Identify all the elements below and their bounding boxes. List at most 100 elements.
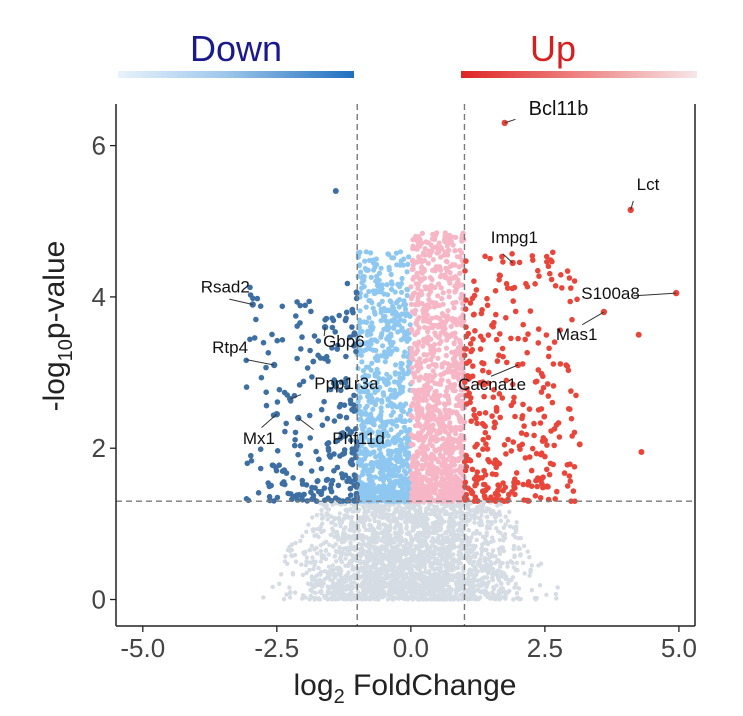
data-point (505, 436, 511, 443)
data-point (499, 571, 504, 576)
data-point (413, 536, 419, 541)
data-point (399, 361, 405, 367)
data-point (377, 289, 383, 295)
data-point (425, 388, 431, 394)
data-point (564, 268, 571, 274)
data-point (428, 356, 434, 363)
data-point (344, 384, 350, 390)
data-point (410, 523, 416, 528)
data-point (387, 387, 393, 393)
data-point (392, 289, 398, 295)
data-point (372, 547, 377, 552)
data-point (307, 435, 314, 441)
data-point (337, 545, 342, 551)
data-point (339, 559, 345, 565)
data-point (370, 590, 375, 595)
data-point (330, 520, 335, 525)
data-point (432, 380, 438, 386)
data-point (435, 334, 441, 340)
data-point (326, 507, 332, 512)
data-point (300, 596, 305, 601)
data-point (445, 587, 450, 593)
data-point (313, 590, 318, 596)
data-point (297, 460, 304, 467)
data-point (341, 539, 347, 544)
data-point (408, 470, 415, 477)
data-point (501, 595, 506, 600)
data-point (329, 324, 336, 331)
data-point (445, 378, 451, 384)
data-point (364, 403, 370, 409)
data-point (433, 302, 439, 308)
data-point (528, 569, 533, 574)
data-point (389, 485, 395, 491)
data-point (466, 577, 471, 583)
data-point (277, 581, 282, 586)
data-point (270, 584, 275, 590)
data-point (357, 341, 363, 347)
data-point (410, 434, 416, 441)
data-point (428, 547, 433, 552)
data-point (255, 490, 262, 496)
data-point (317, 527, 322, 532)
data-point (423, 548, 429, 554)
data-point (341, 527, 347, 532)
data-point (526, 454, 533, 460)
data-point (269, 462, 276, 469)
data-point (378, 353, 384, 359)
data-point (363, 249, 369, 255)
data-point (248, 452, 254, 459)
data-point (459, 596, 464, 602)
data-point (553, 591, 559, 597)
data-point (392, 561, 397, 567)
data-point (257, 446, 264, 453)
data-point (441, 322, 447, 328)
data-point (428, 282, 434, 288)
data-point (383, 318, 390, 324)
data-point (423, 569, 428, 574)
data-point (424, 490, 430, 496)
data-point (512, 413, 518, 420)
data-point (442, 407, 448, 413)
data-point (471, 553, 476, 559)
data-point (451, 305, 457, 311)
data-point (247, 336, 253, 343)
data-point (521, 423, 527, 429)
data-point (396, 432, 402, 438)
data-point (330, 578, 335, 583)
data-point (353, 290, 360, 297)
data-point (344, 280, 351, 287)
data-point (418, 269, 425, 275)
data-point (379, 538, 384, 543)
data-point (290, 475, 296, 481)
data-point (347, 492, 354, 499)
data-point (416, 532, 421, 538)
data-point (376, 302, 382, 308)
data-point (443, 388, 449, 394)
data-point (366, 330, 372, 336)
data-point (372, 474, 378, 480)
data-point (349, 561, 354, 566)
data-point (351, 343, 357, 349)
data-point (471, 498, 478, 504)
data-point (505, 560, 510, 566)
data-point (410, 442, 416, 448)
data-point (321, 355, 328, 362)
data-point (298, 538, 303, 544)
data-point (307, 347, 313, 354)
data-point (487, 525, 493, 531)
data-point (520, 560, 526, 566)
data-point (434, 547, 440, 552)
data-point (308, 593, 313, 599)
data-point (495, 529, 501, 534)
data-point (427, 596, 432, 602)
data-point (397, 587, 402, 592)
data-point (289, 547, 294, 553)
data-point (490, 548, 496, 553)
data-point (422, 565, 428, 570)
data-point (377, 446, 383, 452)
data-point (377, 525, 382, 531)
up-header: Up (530, 28, 577, 69)
data-point (331, 468, 337, 474)
